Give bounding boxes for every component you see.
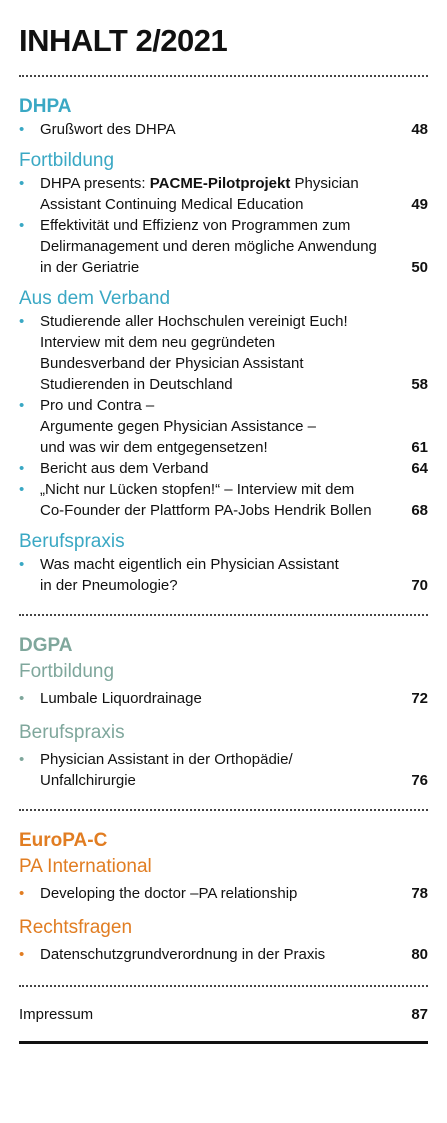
section-heading-dgpa: DGPA	[19, 635, 73, 656]
section-heading-dhpa: DHPA	[19, 96, 72, 117]
bottom-rule	[19, 1041, 428, 1044]
entry-page: 49	[411, 196, 428, 213]
section-dgpa: DGPA Fortbildung • Lumbale Liquordrainag…	[19, 616, 428, 791]
toc-entry-datenschutz[interactable]: • Datenschutzgrundverordnung in der Prax…	[19, 940, 428, 965]
bullet: •	[19, 885, 25, 902]
europac-recht-list: • Datenschutzgrundverordnung in der Prax…	[19, 940, 428, 965]
bullet: •	[19, 751, 25, 768]
entry-title: Impressum	[19, 1006, 94, 1023]
bullet: •	[19, 481, 25, 498]
toc-entry-pro-contra[interactable]: • Pro und Contra – Argumente gegen Physi…	[19, 395, 428, 458]
bullet: •	[19, 313, 25, 330]
category-berufspraxis: Berufspraxis	[19, 722, 125, 743]
bullet: •	[19, 946, 25, 963]
divider	[19, 809, 428, 811]
toc-entry-grusswort[interactable]: • Grußwort des DHPA 48	[19, 119, 428, 140]
entry-page: 87	[411, 1006, 428, 1023]
bullet: •	[19, 397, 25, 414]
entry-page: 50	[411, 259, 428, 276]
toc-entry-delir[interactable]: • Effektivität und Effizienz von Program…	[19, 215, 428, 278]
bullet: •	[19, 121, 25, 138]
bullet: •	[19, 460, 25, 477]
entry-page: 70	[411, 577, 428, 594]
toc-entry-pneumologie[interactable]: • Was macht eigentlich ein Physician Ass…	[19, 554, 428, 596]
entry-title: Developing the doctor –PA relationship	[40, 885, 298, 902]
entry-title: Was macht eigentlich ein Physician Assis…	[40, 556, 339, 594]
section-heading-europac: EuroPA-C	[19, 830, 108, 851]
toc-entry-liquordrainage[interactable]: • Lumbale Liquordrainage 72	[19, 684, 428, 709]
entry-page: 76	[411, 772, 428, 789]
category-fortbildung: Fortbildung	[19, 661, 115, 682]
dgpa-fortbildung-list: • Lumbale Liquordrainage 72	[19, 684, 428, 709]
toc-entry-bericht[interactable]: • Bericht aus dem Verband 64	[19, 458, 428, 479]
entry-title: Effektivität und Effizienz von Programme…	[40, 217, 377, 276]
category-pa-international: PA International	[19, 856, 152, 877]
entry-title: Physician Assistant in der Orthopädie/ U…	[40, 751, 293, 789]
toc-entry-pacme[interactable]: • DHPA presents: PACME-Pilotprojekt Phys…	[19, 173, 428, 215]
category-rechtsfragen: Rechtsfragen	[19, 917, 133, 938]
toc-entry-interview-pa-jobs[interactable]: • „Nicht nur Lücken stopfen!“ – Intervie…	[19, 479, 428, 521]
toc-entry-studierende[interactable]: • Studierende aller Hochschulen vereinig…	[19, 311, 428, 395]
bullet: •	[19, 175, 25, 192]
entry-page: 48	[411, 121, 428, 138]
entry-title: Studierende aller Hochschulen vereinigt …	[40, 313, 348, 393]
entry-title: Grußwort des DHPA	[40, 121, 176, 138]
dhpa-verband-list: • Studierende aller Hochschulen vereinig…	[19, 311, 428, 521]
bullet: •	[19, 556, 25, 573]
divider	[19, 614, 428, 616]
entry-title: „Nicht nur Lücken stopfen!“ – Interview …	[40, 481, 372, 519]
toc-entry-orthopaedie[interactable]: • Physician Assistant in der Orthopädie/…	[19, 745, 428, 791]
dhpa-berufspraxis-list: • Was macht eigentlich ein Physician Ass…	[19, 554, 428, 596]
category-aus-dem-verband: Aus dem Verband	[19, 288, 171, 309]
entry-title: Pro und Contra – Argumente gegen Physici…	[40, 397, 316, 456]
entry-page: 58	[411, 376, 428, 393]
divider	[19, 985, 428, 987]
entry-title: DHPA presents: PACME-Pilotprojekt Physic…	[40, 175, 359, 213]
entry-page: 61	[411, 439, 428, 456]
toc-entry-doctor-pa-relationship[interactable]: • Developing the doctor –PA relationship…	[19, 879, 428, 904]
page-title: INHALT 2/2021	[19, 23, 228, 58]
entry-title: Datenschutzgrundverordnung in der Praxis	[40, 946, 326, 963]
europac-international-list: • Developing the doctor –PA relationship…	[19, 879, 428, 904]
bullet: •	[19, 690, 25, 707]
dhpa-intro-list: • Grußwort des DHPA 48	[19, 119, 428, 140]
category-berufspraxis: Berufspraxis	[19, 531, 125, 552]
entry-page: 68	[411, 502, 428, 519]
section-dhpa: DHPA • Grußwort des DHPA 48 Fortbildung …	[19, 77, 428, 596]
category-fortbildung: Fortbildung	[19, 150, 115, 171]
entry-page: 80	[411, 946, 428, 963]
section-europac: EuroPA-C PA International • Developing t…	[19, 811, 428, 965]
dhpa-fortbildung-list: • DHPA presents: PACME-Pilotprojekt Phys…	[19, 173, 428, 278]
bullet: •	[19, 217, 25, 234]
entry-page: 72	[411, 690, 428, 707]
dgpa-berufspraxis-list: • Physician Assistant in der Orthopädie/…	[19, 745, 428, 791]
toc-entry-impressum[interactable]: Impressum 87	[19, 1004, 428, 1025]
divider	[19, 75, 428, 77]
entry-page: 64	[411, 460, 428, 477]
entry-title: Lumbale Liquordrainage	[40, 690, 202, 707]
entry-page: 78	[411, 885, 428, 902]
entry-title: Bericht aus dem Verband	[40, 460, 209, 477]
